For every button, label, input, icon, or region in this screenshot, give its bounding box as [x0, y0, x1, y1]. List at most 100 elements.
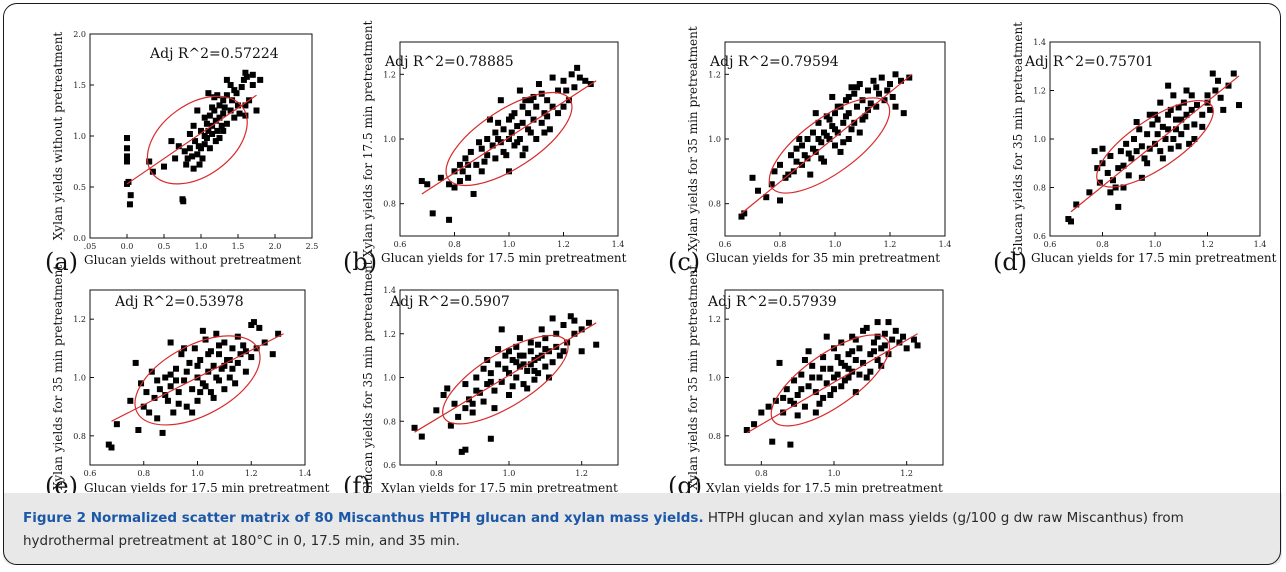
adj-r2-annotation: Adj R^2=0.78885 — [384, 54, 514, 70]
data-point — [556, 352, 563, 359]
x-axis-label: Glucan yields for 17.5 min pretreatment — [1031, 251, 1277, 265]
data-point — [207, 389, 214, 396]
data-point — [227, 107, 234, 114]
scatter-panel-b: 0.6 0.8 1.0 1.2 1.4 0.8 1.0 1.2 Adj R^2=0.78885 X… — [335, 14, 655, 276]
x-tick-label: 1.0 — [191, 469, 204, 478]
data-point — [484, 152, 491, 159]
data-point — [495, 136, 502, 142]
data-point — [498, 326, 505, 333]
data-point — [495, 361, 502, 368]
confidence-ellipse — [146, 95, 248, 185]
data-point — [126, 201, 133, 208]
data-point — [538, 119, 545, 126]
y-tick-label: 0.8 — [73, 432, 86, 441]
data-point — [127, 192, 134, 199]
y-tick-label: 1.0 — [1033, 135, 1046, 144]
data-point — [832, 142, 838, 149]
data-point — [194, 397, 201, 404]
data-point — [549, 359, 556, 366]
data-point — [243, 73, 250, 80]
data-point — [593, 341, 600, 348]
data-point — [845, 93, 852, 100]
data-point — [162, 374, 169, 381]
data-point — [458, 448, 465, 455]
x-tick-label: 1.2 — [1201, 240, 1214, 249]
data-point — [546, 126, 553, 133]
data-point — [164, 397, 171, 404]
data-point — [801, 357, 808, 363]
adj-r2-annotation: Adj R^2=0.5907 — [389, 294, 510, 310]
y-tick-label: 1.5 — [73, 81, 86, 90]
data-point — [232, 380, 239, 387]
data-point — [796, 136, 803, 142]
data-point — [514, 123, 521, 130]
data-point — [240, 76, 247, 83]
data-point — [874, 357, 881, 363]
data-point — [1209, 70, 1216, 77]
data-point — [113, 421, 120, 428]
confidence-ellipse — [1096, 100, 1214, 188]
data-point — [834, 371, 841, 378]
data-point — [804, 155, 811, 162]
data-point — [1191, 136, 1198, 142]
data-point — [229, 345, 236, 352]
data-point — [487, 435, 494, 442]
data-point — [234, 359, 241, 366]
data-point — [1173, 116, 1179, 123]
data-point — [885, 319, 892, 326]
data-point — [524, 367, 531, 374]
data-point — [863, 374, 870, 381]
data-point — [220, 110, 227, 117]
data-point — [242, 112, 249, 119]
data-point — [1136, 126, 1143, 133]
data-point — [250, 319, 257, 326]
data-point — [801, 152, 808, 159]
data-point — [578, 326, 585, 333]
data-point — [809, 362, 816, 369]
y-tick-label: 0.6 — [1033, 232, 1046, 241]
data-point — [845, 374, 852, 381]
data-point — [221, 386, 228, 393]
data-point — [910, 336, 917, 343]
data-point — [506, 168, 512, 175]
adj-r2-annotation: Adj R^2=0.79594 — [709, 54, 839, 70]
data-point — [826, 136, 833, 142]
x-tick-label: 0.8 — [774, 240, 787, 249]
x-tick-label: 1.0 — [195, 242, 208, 251]
data-point — [223, 76, 230, 83]
data-point — [873, 84, 880, 91]
data-point — [516, 363, 523, 370]
data-point — [484, 381, 491, 388]
data-point — [533, 103, 540, 110]
x-tick-label: 1.2 — [884, 240, 897, 249]
scatter-panel-f: 0.8 1.0 1.2 0.6 0.8 1.0 1.2 1.4 Adj R^2=0.5907 Gl… — [335, 260, 655, 500]
data-point — [898, 77, 904, 84]
data-point — [1120, 184, 1127, 191]
y-axis-label: Glucan yields for 35 min pretreatment — [361, 260, 375, 494]
data-point — [253, 107, 260, 114]
data-point — [1144, 131, 1151, 138]
data-point — [411, 424, 418, 431]
data-point — [175, 143, 182, 150]
data-point — [189, 153, 196, 160]
data-point — [794, 392, 801, 398]
data-point — [511, 110, 518, 117]
data-point — [832, 126, 838, 133]
data-point — [168, 138, 175, 145]
confidence-ellipse — [442, 334, 569, 425]
data-point — [1207, 106, 1214, 113]
data-point — [804, 136, 811, 142]
data-point — [190, 165, 197, 172]
data-point — [181, 148, 188, 155]
data-point — [841, 362, 848, 369]
data-point — [1212, 87, 1219, 94]
data-point — [555, 87, 562, 94]
data-point — [862, 113, 869, 120]
x-tick-label: 1.2 — [900, 469, 913, 478]
data-point — [242, 348, 249, 355]
data-point — [571, 317, 578, 324]
x-tick-label: 2.0 — [269, 242, 282, 251]
data-point — [509, 383, 516, 390]
data-point — [237, 351, 244, 358]
data-point — [1104, 169, 1111, 176]
